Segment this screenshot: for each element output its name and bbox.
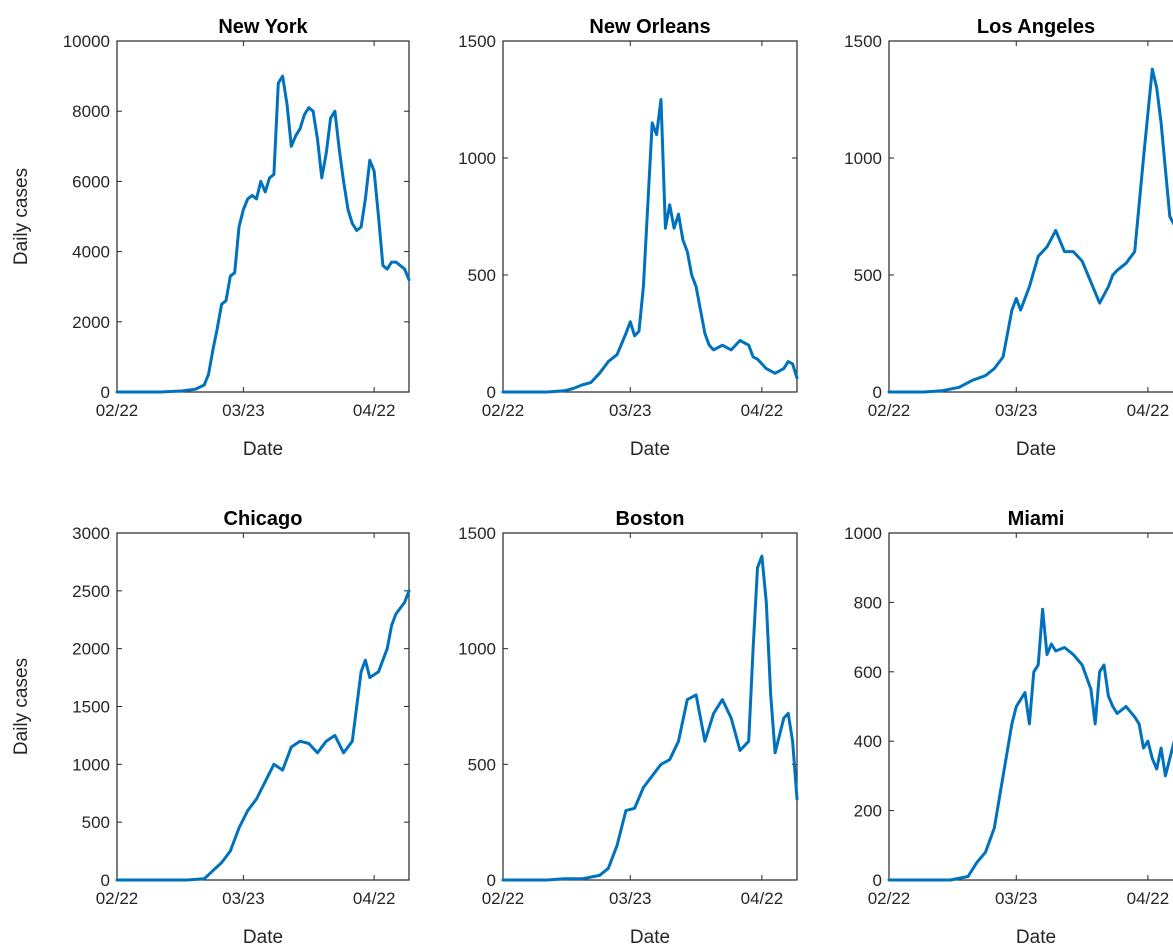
miami-ytick-label: 800 bbox=[854, 593, 882, 612]
los-angeles-series-line bbox=[887, 67, 1173, 394]
los-angeles-xlabel: Date bbox=[1016, 439, 1056, 460]
panel-new-york: 0 2000 4000 6000 8000 10000 02/22 03/23 04/22 New… bbox=[11, 16, 411, 460]
los-angeles-title: Los Angeles bbox=[977, 16, 1095, 38]
chicago-xtick-label: 03/23 bbox=[222, 889, 265, 908]
new-york-xtick-label: 04/22 bbox=[353, 401, 396, 420]
new-york-ytick-label: 8000 bbox=[72, 102, 110, 121]
boston-ytick-label: 1500 bbox=[458, 524, 496, 543]
boston-xtick-label: 04/22 bbox=[741, 889, 784, 908]
new-york-ytick-label: 0 bbox=[101, 383, 110, 402]
chicago-ytick-label: 1500 bbox=[72, 698, 110, 717]
chicago-ylabel: Daily cases bbox=[11, 658, 32, 755]
new-orleans-ytick-label: 1500 bbox=[458, 32, 496, 51]
chicago-ytick-label: 1000 bbox=[72, 755, 110, 774]
new-york-ytick-label: 10000 bbox=[63, 32, 110, 51]
new-york-xtick-label: 02/22 bbox=[96, 401, 139, 420]
panel-los-angeles: 0 500 1000 1500 02/22 03/23 04/22 Los Angeles Da… bbox=[844, 16, 1173, 460]
boston-axes-box bbox=[502, 532, 798, 881]
new-york-series-line bbox=[115, 74, 411, 394]
miami-ytick-label: 1000 bbox=[844, 524, 882, 543]
chicago-ytick-label: 0 bbox=[101, 871, 110, 890]
chicago-ytick-label: 2000 bbox=[72, 640, 110, 659]
chicago-xtick-label: 04/22 bbox=[353, 889, 396, 908]
miami-ytick-label: 0 bbox=[873, 871, 882, 890]
los-angeles-axes-box bbox=[888, 40, 1173, 393]
new-orleans-axes-box bbox=[502, 40, 798, 393]
los-angeles-ytick-label: 0 bbox=[873, 383, 882, 402]
los-angeles-xtick-label: 03/23 bbox=[995, 401, 1038, 420]
new-york-ytick-label: 2000 bbox=[72, 313, 110, 332]
panel-miami: 0 200 400 600 800 1000 02/22 03/23 04/22 Miami Dat… bbox=[844, 508, 1173, 946]
chicago-ytick-label: 500 bbox=[82, 813, 110, 832]
miami-ytick-label: 600 bbox=[854, 663, 882, 682]
miami-xlabel: Date bbox=[1016, 927, 1056, 946]
boston-xtick-label: 03/23 bbox=[609, 889, 652, 908]
boston-ytick-label: 1000 bbox=[458, 640, 496, 659]
miami-ytick-label: 400 bbox=[854, 732, 882, 751]
panel-chicago: 0 500 1000 1500 2000 2500 3000 02/22 03/23 04/22 C… bbox=[11, 508, 411, 946]
chicago-axes-box bbox=[116, 532, 410, 881]
miami-xtick-label: 03/23 bbox=[995, 889, 1038, 908]
new-york-title: New York bbox=[218, 16, 308, 38]
new-york-axes-box bbox=[116, 40, 410, 393]
new-orleans-xlabel: Date bbox=[630, 439, 670, 460]
boston-ytick-label: 0 bbox=[487, 871, 496, 890]
los-angeles-ytick-label: 1500 bbox=[844, 32, 882, 51]
los-angeles-xtick-label: 02/22 bbox=[868, 401, 911, 420]
chicago-xtick-label: 02/22 bbox=[96, 889, 139, 908]
miami-series-line bbox=[887, 607, 1173, 882]
panel-new-orleans: 0 500 1000 1500 02/22 03/23 04/22 New Orleans Da… bbox=[458, 16, 799, 460]
new-orleans-xtick-label: 03/23 bbox=[609, 401, 652, 420]
los-angeles-ytick-label: 500 bbox=[854, 266, 882, 285]
miami-title: Miami bbox=[1008, 508, 1065, 530]
boston-series-line bbox=[501, 554, 799, 882]
new-orleans-xtick-label: 04/22 bbox=[741, 401, 784, 420]
panel-boston: 0 500 1000 1500 02/22 03/23 04/22 Boston Date bbox=[458, 508, 799, 946]
new-orleans-title: New Orleans bbox=[589, 16, 710, 38]
chicago-series-line bbox=[115, 589, 411, 882]
chicago-ytick-label: 2500 bbox=[72, 582, 110, 601]
boston-xlabel: Date bbox=[630, 927, 670, 946]
boston-ytick-label: 500 bbox=[468, 755, 496, 774]
los-angeles-xtick-label: 04/22 bbox=[1127, 401, 1170, 420]
miami-ytick-label: 200 bbox=[854, 802, 882, 821]
new-york-ytick-label: 4000 bbox=[72, 243, 110, 262]
chicago-xlabel: Date bbox=[243, 927, 283, 946]
miami-xtick-label: 04/22 bbox=[1127, 889, 1170, 908]
new-york-ytick-label: 6000 bbox=[72, 172, 110, 191]
new-orleans-ytick-label: 1000 bbox=[458, 149, 496, 168]
miami-xtick-label: 02/22 bbox=[868, 889, 911, 908]
miami-axes-box bbox=[888, 532, 1173, 881]
new-york-ylabel: Daily cases bbox=[11, 168, 32, 265]
los-angeles-ytick-label: 1000 bbox=[844, 149, 882, 168]
new-orleans-xtick-label: 02/22 bbox=[482, 401, 525, 420]
chicago-ytick-label: 3000 bbox=[72, 524, 110, 543]
new-orleans-ytick-label: 0 bbox=[487, 383, 496, 402]
new-york-xlabel: Date bbox=[243, 439, 283, 460]
chicago-title: Chicago bbox=[224, 508, 303, 530]
new-orleans-ytick-label: 500 bbox=[468, 266, 496, 285]
new-orleans-series-line bbox=[501, 98, 799, 394]
new-york-xtick-label: 03/23 bbox=[222, 401, 265, 420]
boston-xtick-label: 02/22 bbox=[482, 889, 525, 908]
boston-title: Boston bbox=[616, 508, 685, 530]
